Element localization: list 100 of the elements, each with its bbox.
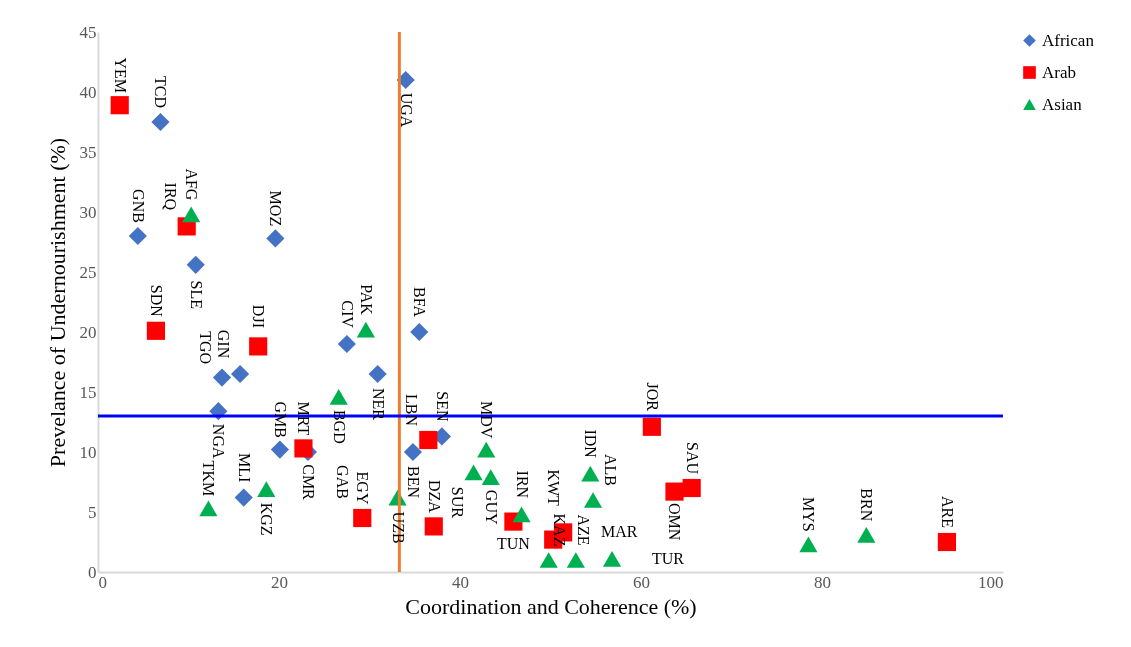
annotation: CMR	[299, 464, 317, 501]
annotation: AZE	[574, 514, 592, 546]
point	[329, 388, 348, 405]
annotation: GUY	[482, 489, 500, 525]
point	[512, 506, 531, 523]
point	[477, 441, 496, 458]
point	[410, 322, 429, 342]
x-tick-label: 20	[271, 572, 288, 592]
point	[151, 112, 170, 132]
point	[602, 550, 622, 567]
point	[110, 96, 129, 115]
y-tick-label: 10	[79, 442, 97, 462]
point	[464, 464, 483, 481]
point	[799, 536, 818, 553]
point	[403, 442, 423, 462]
annotation: DZA	[425, 479, 443, 514]
annotation: LBN	[403, 394, 421, 427]
point	[481, 469, 500, 486]
annotation: BGD	[330, 409, 348, 444]
annotation: MDV	[478, 400, 496, 439]
annotation: TUN	[496, 534, 531, 552]
annotation: IRN	[513, 470, 531, 499]
y-axis-title: Prevelance of Undernourishment (%)	[44, 137, 70, 468]
annotation: SAU	[683, 441, 701, 475]
annotation: MRT	[295, 401, 313, 436]
annotation: NER	[369, 388, 387, 421]
point	[186, 255, 205, 274]
point	[146, 321, 165, 340]
annotation: OMN	[666, 502, 684, 541]
x-tick-label: 60	[633, 572, 650, 592]
annotation: MAR	[600, 523, 638, 541]
x-tick-label: 80	[814, 572, 831, 592]
annotation: IRQ	[161, 182, 179, 211]
point	[539, 552, 558, 568]
annotation: UGA	[397, 92, 415, 128]
point	[128, 226, 147, 246]
point	[583, 492, 603, 508]
x-tick-label: 40	[452, 572, 469, 592]
point	[581, 465, 600, 482]
point	[857, 526, 876, 543]
point	[294, 439, 313, 458]
annotation: TGO	[196, 331, 214, 365]
point	[212, 368, 232, 387]
point	[353, 508, 372, 528]
annotation: MOZ	[267, 190, 285, 227]
annotation: TUR	[652, 549, 685, 567]
point	[249, 337, 268, 356]
annotation: TKM	[200, 460, 218, 497]
annotation: BEN	[404, 466, 422, 499]
point	[266, 229, 285, 248]
legend-label: African	[1042, 30, 1095, 50]
annotation: MYS	[800, 497, 818, 532]
annotation: KAZ	[550, 513, 568, 547]
annotation: UZB	[389, 511, 407, 544]
annotation: IDN	[582, 429, 600, 459]
point	[424, 517, 443, 536]
annotation: GAB	[333, 465, 351, 499]
legend-label: Asian	[1042, 94, 1083, 114]
point	[566, 552, 585, 568]
annotation: NGA	[210, 423, 228, 459]
point	[234, 488, 253, 507]
point	[270, 440, 289, 459]
y-tick-label: 25	[79, 262, 97, 282]
y-tick-label: 45	[79, 22, 97, 42]
y-tick-label: 35	[79, 142, 97, 162]
x-axis-title: Coordination and Coherence (%)	[405, 593, 697, 619]
y-tick-label: 20	[79, 322, 97, 342]
annotation: DJI	[250, 304, 268, 328]
annotation: SEN	[433, 391, 451, 422]
point	[199, 500, 218, 517]
legend-label: Arab	[1042, 62, 1076, 82]
annotation: YEM	[111, 57, 129, 93]
point	[665, 482, 684, 501]
annotation: SUR	[448, 486, 466, 519]
point	[368, 364, 387, 384]
annotation: KGZ	[258, 502, 276, 536]
point	[682, 478, 701, 498]
annotation: TCD	[152, 76, 170, 108]
annotation: EGY	[354, 471, 372, 505]
y-tick-label: 30	[79, 202, 97, 222]
annotation: SDN	[147, 284, 165, 318]
y-tick-label: 5	[88, 502, 97, 522]
annotation: JOR	[643, 382, 661, 412]
point	[642, 417, 661, 436]
annotation: ALB	[602, 454, 620, 486]
annotation: BFA	[411, 287, 429, 318]
annotation: MLI	[235, 452, 253, 483]
annotation: CIV	[338, 300, 356, 329]
point	[337, 334, 356, 354]
point	[937, 532, 956, 552]
point	[257, 481, 276, 498]
point	[231, 364, 250, 384]
point	[356, 321, 375, 338]
annotation: PAK	[357, 284, 375, 316]
annotation: GIN	[215, 329, 233, 359]
x-tick-label: 100	[978, 572, 1004, 592]
annotation: GNB	[129, 189, 147, 223]
point	[419, 430, 438, 450]
annotation: GMB	[271, 401, 289, 438]
annotation: ARE	[938, 496, 956, 528]
